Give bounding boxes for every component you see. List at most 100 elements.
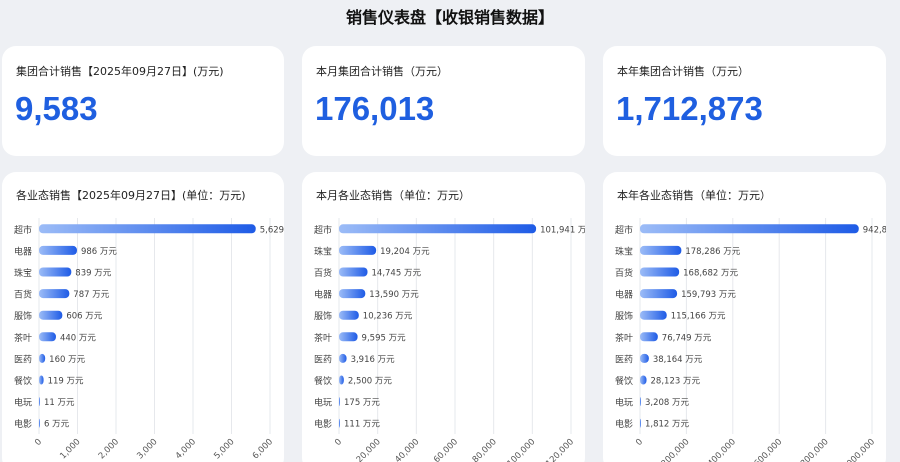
value-label: 168,682 万元 bbox=[683, 269, 738, 279]
x-tick-label: 60,000 bbox=[432, 437, 460, 462]
value-label: 986 万元 bbox=[81, 247, 117, 257]
bar bbox=[39, 289, 70, 299]
kpi-label: 本年集团合计销售（万元） bbox=[617, 65, 749, 78]
value-label: 111 万元 bbox=[344, 420, 380, 430]
bar bbox=[39, 375, 44, 385]
category-label: 电器 bbox=[14, 245, 32, 257]
x-tick-label: 1,000 bbox=[58, 437, 82, 461]
bar bbox=[339, 267, 368, 277]
value-label: 119 万元 bbox=[48, 377, 84, 387]
value-label: 2,500 万元 bbox=[348, 377, 393, 387]
bar bbox=[39, 418, 40, 428]
x-tick-label: 2,000 bbox=[97, 437, 121, 461]
category-label: 超市 bbox=[314, 224, 332, 236]
x-tick-label: 3,000 bbox=[135, 437, 159, 461]
kpi-card-monthly: 本月集团合计销售（万元） 176,013 bbox=[302, 46, 585, 156]
bar bbox=[640, 418, 641, 428]
category-label: 餐饮 bbox=[615, 375, 633, 387]
x-tick-label: 400,000 bbox=[706, 437, 738, 462]
chart-title: 本月各业态销售（单位：万元） bbox=[316, 189, 470, 202]
kpi-value: 176,013 bbox=[315, 90, 435, 127]
value-label: 101,941 万元 bbox=[540, 225, 585, 235]
x-tick-label: 20,000 bbox=[355, 437, 383, 462]
bar bbox=[39, 267, 72, 277]
bar bbox=[39, 224, 256, 234]
category-label: 服饰 bbox=[615, 310, 633, 322]
x-tick-label: 100,000 bbox=[506, 437, 538, 462]
bar bbox=[339, 224, 537, 234]
kpi-label: 集团合计销售【2025年09月27日】(万元) bbox=[16, 65, 224, 78]
value-label: 13,590 万元 bbox=[369, 290, 419, 300]
value-label: 14,745 万元 bbox=[372, 269, 422, 279]
category-label: 珠宝 bbox=[14, 267, 32, 279]
value-label: 178,286 万元 bbox=[685, 247, 740, 257]
bar bbox=[640, 375, 647, 385]
bar bbox=[39, 245, 77, 255]
x-tick-label: 800,000 bbox=[799, 437, 831, 462]
value-label: 440 万元 bbox=[60, 333, 96, 343]
value-label: 76,749 万元 bbox=[662, 333, 712, 343]
category-label: 电玩 bbox=[615, 397, 633, 409]
category-label: 超市 bbox=[14, 224, 32, 236]
category-label: 珠宝 bbox=[615, 245, 633, 257]
x-tick-label: 0 bbox=[634, 437, 645, 448]
chart-title: 各业态销售【2025年09月27日】(单位：万元) bbox=[16, 189, 246, 202]
bar bbox=[39, 310, 63, 320]
category-label: 电玩 bbox=[14, 397, 32, 409]
x-tick-label: 80,000 bbox=[471, 437, 499, 462]
category-label: 茶叶 bbox=[314, 332, 332, 344]
x-tick-label: 0 bbox=[333, 437, 344, 448]
category-label: 茶叶 bbox=[14, 332, 32, 344]
value-label: 942,890 万元 bbox=[863, 225, 886, 235]
x-tick-label: 120,000 bbox=[544, 437, 576, 462]
category-label: 电影 bbox=[615, 418, 633, 430]
bar bbox=[39, 353, 46, 363]
bar bbox=[339, 332, 358, 342]
x-tick-label: 6,000 bbox=[251, 437, 275, 461]
category-label: 电器 bbox=[314, 289, 332, 301]
value-label: 9,595 万元 bbox=[362, 333, 407, 343]
bar bbox=[640, 224, 859, 234]
x-tick-label: 1,000,000 bbox=[839, 437, 877, 462]
bar bbox=[339, 353, 347, 363]
category-label: 医药 bbox=[14, 354, 32, 365]
kpi-value: 1,712,873 bbox=[616, 90, 763, 127]
value-label: 175 万元 bbox=[344, 398, 380, 408]
value-label: 6 万元 bbox=[44, 420, 70, 430]
chart-title: 本年各业态销售（单位：万元） bbox=[617, 189, 771, 202]
category-label: 电器 bbox=[615, 289, 633, 301]
value-label: 11 万元 bbox=[44, 398, 75, 408]
value-label: 28,123 万元 bbox=[651, 377, 701, 387]
category-label: 百货 bbox=[14, 289, 32, 301]
value-label: 160 万元 bbox=[49, 355, 85, 365]
value-label: 10,236 万元 bbox=[363, 312, 413, 322]
kpi-label: 本月集团合计销售（万元） bbox=[316, 65, 448, 78]
kpi-card-yearly: 本年集团合计销售（万元） 1,712,873 bbox=[603, 46, 886, 156]
category-label: 超市 bbox=[615, 224, 633, 236]
value-label: 5,629 万元 bbox=[260, 225, 284, 235]
category-label: 茶叶 bbox=[615, 332, 633, 344]
bar bbox=[339, 375, 344, 385]
bar bbox=[640, 267, 680, 277]
value-label: 115,166 万元 bbox=[671, 312, 726, 322]
bar bbox=[640, 397, 641, 407]
value-label: 19,204 万元 bbox=[380, 247, 430, 257]
category-label: 餐饮 bbox=[14, 375, 32, 387]
bar bbox=[339, 289, 366, 299]
bar bbox=[640, 332, 658, 342]
bar bbox=[339, 418, 340, 428]
category-label: 餐饮 bbox=[314, 375, 332, 387]
bar bbox=[39, 332, 56, 342]
bar bbox=[640, 289, 678, 299]
value-label: 3,208 万元 bbox=[645, 398, 690, 408]
category-label: 百货 bbox=[314, 267, 332, 279]
value-label: 606 万元 bbox=[66, 312, 102, 322]
category-label: 电玩 bbox=[314, 397, 332, 409]
bar bbox=[640, 310, 667, 320]
bar bbox=[640, 353, 649, 363]
